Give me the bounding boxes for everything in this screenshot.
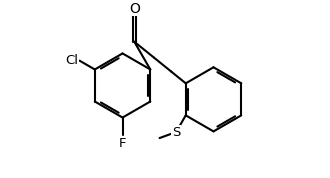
Text: F: F xyxy=(119,137,126,150)
Text: O: O xyxy=(129,2,140,16)
Text: Cl: Cl xyxy=(66,54,79,67)
Text: S: S xyxy=(172,125,180,138)
